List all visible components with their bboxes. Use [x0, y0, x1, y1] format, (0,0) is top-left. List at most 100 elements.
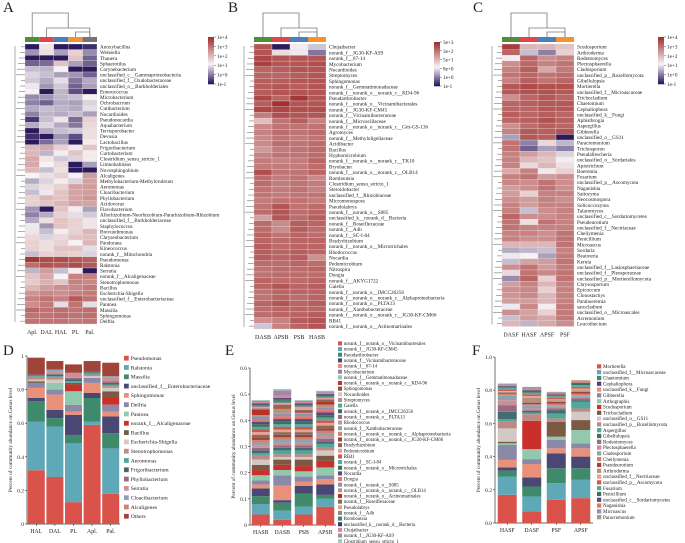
- bar-segment: [273, 459, 292, 465]
- colorbar-step: [658, 63, 664, 66]
- heat-cell: [253, 157, 273, 164]
- heat-cell: [555, 128, 575, 135]
- heat-cell: [82, 161, 98, 168]
- heat-cell: [289, 192, 309, 199]
- column-dendrogram: [31, 12, 91, 37]
- heat-cell: [82, 133, 98, 140]
- row-label: norank_f__norank_o__Vicinamibacterales: [329, 101, 417, 108]
- heat-cell: [53, 139, 69, 145]
- heat-cell: [555, 252, 575, 259]
- x-tick-label: APSF: [574, 528, 589, 534]
- bar-segment: [522, 408, 542, 411]
- heat-cell: [519, 60, 539, 67]
- colorbar-step: [208, 38, 214, 41]
- colorbar-step: [434, 53, 440, 56]
- bar-segment: [316, 404, 335, 408]
- heat-cell: [537, 66, 557, 73]
- heat-cell: [519, 252, 539, 259]
- heat-cell: [537, 83, 557, 90]
- legend-swatch: [338, 488, 343, 493]
- legend-label: norank_f__Gemmatimonadaceae: [344, 376, 408, 381]
- bar-segment: [251, 480, 270, 485]
- heat-cell: [555, 77, 575, 84]
- colorbar-step: [208, 79, 214, 82]
- bar-segment: [546, 393, 566, 395]
- row-label: Fusarium: [577, 175, 597, 181]
- heat-cell: [271, 311, 291, 318]
- heat-cell: [53, 245, 69, 252]
- column-dendrogram: [262, 12, 318, 37]
- heat-cell: [555, 286, 575, 293]
- heat-cell: [519, 235, 539, 242]
- heat-cell: [24, 245, 40, 252]
- bar-segment: [46, 379, 64, 383]
- heat-cell: [519, 83, 539, 90]
- heat-cell: [537, 190, 557, 197]
- y-tick-label: 0.2: [485, 488, 492, 494]
- y-tick-label: 0.4: [485, 455, 492, 461]
- heat-cell: [82, 239, 98, 246]
- bar-segment: [497, 389, 517, 392]
- heat-cell: [271, 140, 291, 147]
- heat-cell: [68, 223, 83, 229]
- legend-label: Stenotrophomonas: [131, 449, 173, 455]
- legend-label: Aeromonas: [131, 458, 157, 464]
- row-label: Cloacibacterium: [100, 190, 134, 196]
- heat-cell: [68, 127, 83, 134]
- heat-cell: [307, 43, 327, 50]
- legend-label: unclassified_c__Sordariomycetes: [603, 498, 670, 503]
- bar-segment: [65, 382, 82, 385]
- bar-segment: [273, 408, 292, 414]
- legend-swatch: [338, 369, 343, 374]
- colorbar-step: [434, 71, 440, 74]
- heat-cell: [68, 200, 83, 207]
- legend-swatch: [597, 474, 602, 479]
- heat-cell: [501, 55, 521, 62]
- legend-swatch: [338, 527, 343, 532]
- bar-segment: [546, 400, 566, 402]
- y-tick-label: 0.5: [240, 392, 247, 398]
- bar-segment: [316, 420, 335, 423]
- colorbar-step: [434, 84, 440, 87]
- legend: norank_f__norank_o__Vicinamibacteralesno…: [338, 341, 451, 543]
- bar-segment: [273, 502, 292, 511]
- row-label: unclassified_f__Lasiosphaeriaceae: [577, 264, 650, 271]
- heat-cell: [537, 145, 557, 152]
- heat-cell: [555, 156, 575, 163]
- legend-swatch: [597, 404, 602, 410]
- x-tick-label: PSF: [551, 528, 561, 534]
- heat-cell: [24, 161, 40, 168]
- heat-cell: [307, 209, 327, 216]
- legend-label: Plectosphaerella: [603, 446, 637, 451]
- y-tick-label: 0: [244, 523, 247, 529]
- heat-cell: [39, 144, 54, 151]
- colorbar-label: 1e+2: [217, 54, 228, 60]
- heat-cell: [289, 277, 309, 284]
- colorbar-step: [658, 77, 664, 80]
- legend-swatch: [597, 491, 602, 497]
- legend-swatch: [597, 410, 602, 415]
- bar-segment: [65, 502, 82, 524]
- heat-cell: [82, 105, 98, 112]
- colorbar-label: 1e+0: [667, 73, 678, 79]
- heat-cell: [24, 55, 40, 61]
- bar-segment: [251, 400, 270, 403]
- heat-cell: [82, 127, 98, 134]
- heat-cell: [289, 254, 309, 261]
- row-label: Rhodococcus: [329, 250, 357, 256]
- heat-cell: [519, 77, 539, 84]
- heat-cell: [82, 206, 98, 213]
- row-label: unclassified_f__Microascaceae: [577, 89, 643, 96]
- bar-segment: [497, 467, 517, 471]
- bar-segment: [27, 381, 45, 383]
- heat-cell: [537, 298, 557, 305]
- heat-cell: [519, 139, 539, 146]
- heat-cell: [537, 72, 557, 79]
- heat-cell: [82, 267, 98, 274]
- row-label: Massilia: [100, 308, 118, 314]
- heat-cell: [501, 139, 521, 146]
- row-label: unclassified_f__Enterobacteriaceae: [100, 296, 174, 303]
- bar-segment: [497, 385, 517, 387]
- heat-cell: [39, 139, 54, 145]
- heat-cell: [555, 298, 575, 305]
